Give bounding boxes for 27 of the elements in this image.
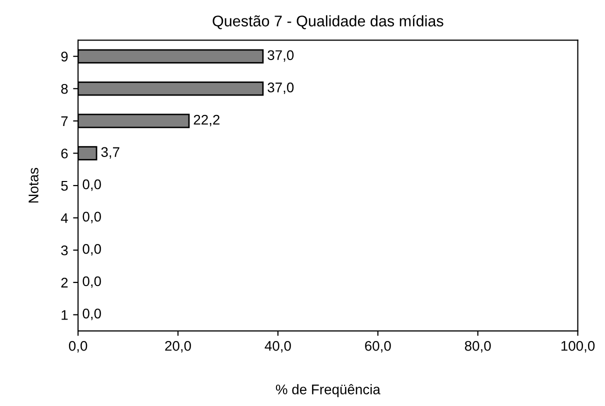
- y-tick-label: 7: [61, 116, 68, 126]
- y-tick-label: 8: [61, 84, 68, 94]
- x-axis-title: % de Freqüência: [276, 384, 380, 398]
- y-axis-title: Notas: [28, 168, 38, 203]
- data-label: 0,0: [82, 308, 101, 320]
- data-label: 0,0: [82, 212, 101, 224]
- y-tick-label: 4: [60, 213, 68, 223]
- x-tick-label: 0,0: [68, 340, 88, 352]
- y-tick-label: 2: [61, 278, 68, 288]
- x-tick-label: 60,0: [365, 340, 391, 352]
- data-label: 37,0: [268, 50, 294, 62]
- x-tick-label: 40,0: [264, 340, 291, 352]
- x-tick-label: 80,0: [464, 340, 491, 352]
- y-tick-label: 6: [61, 148, 68, 158]
- data-label: 0,0: [82, 244, 101, 256]
- x-tick-label: 100,0: [561, 340, 595, 352]
- data-label: 0,0: [82, 276, 101, 288]
- data-label: 37,0: [268, 82, 294, 94]
- y-tick-label: 3: [61, 245, 68, 256]
- y-tick-label: 9: [61, 52, 68, 62]
- chart-title: Questão 7 - Qualidade das mídias: [212, 15, 444, 30]
- x-tick-label: 20,0: [165, 340, 191, 352]
- y-tick-label: 5: [61, 181, 68, 191]
- data-label: 0,0: [82, 179, 101, 191]
- data-label: 3,7: [101, 147, 120, 159]
- y-tick-label: 1: [62, 310, 68, 320]
- data-label: 22,2: [194, 114, 220, 126]
